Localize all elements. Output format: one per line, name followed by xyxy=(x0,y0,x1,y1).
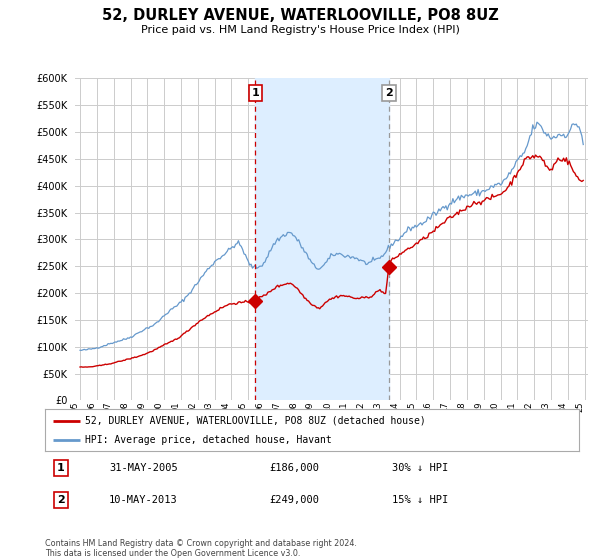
Text: 52, DURLEY AVENUE, WATERLOOVILLE, PO8 8UZ: 52, DURLEY AVENUE, WATERLOOVILLE, PO8 8U… xyxy=(101,8,499,24)
Bar xyxy=(256,78,389,400)
Text: Contains HM Land Registry data © Crown copyright and database right 2024.
This d: Contains HM Land Registry data © Crown c… xyxy=(45,539,357,558)
Text: £186,000: £186,000 xyxy=(269,463,319,473)
Text: 1: 1 xyxy=(251,88,259,98)
Text: Price paid vs. HM Land Registry's House Price Index (HPI): Price paid vs. HM Land Registry's House … xyxy=(140,25,460,35)
Text: 15% ↓ HPI: 15% ↓ HPI xyxy=(392,495,448,505)
Text: 2: 2 xyxy=(385,88,393,98)
Text: 31-MAY-2005: 31-MAY-2005 xyxy=(109,463,178,473)
Text: 10-MAY-2013: 10-MAY-2013 xyxy=(109,495,178,505)
Text: 30% ↓ HPI: 30% ↓ HPI xyxy=(392,463,448,473)
Text: 52, DURLEY AVENUE, WATERLOOVILLE, PO8 8UZ (detached house): 52, DURLEY AVENUE, WATERLOOVILLE, PO8 8U… xyxy=(85,416,426,426)
Text: HPI: Average price, detached house, Havant: HPI: Average price, detached house, Hava… xyxy=(85,435,332,445)
Text: £249,000: £249,000 xyxy=(269,495,319,505)
Text: 2: 2 xyxy=(57,495,65,505)
Text: 1: 1 xyxy=(57,463,65,473)
